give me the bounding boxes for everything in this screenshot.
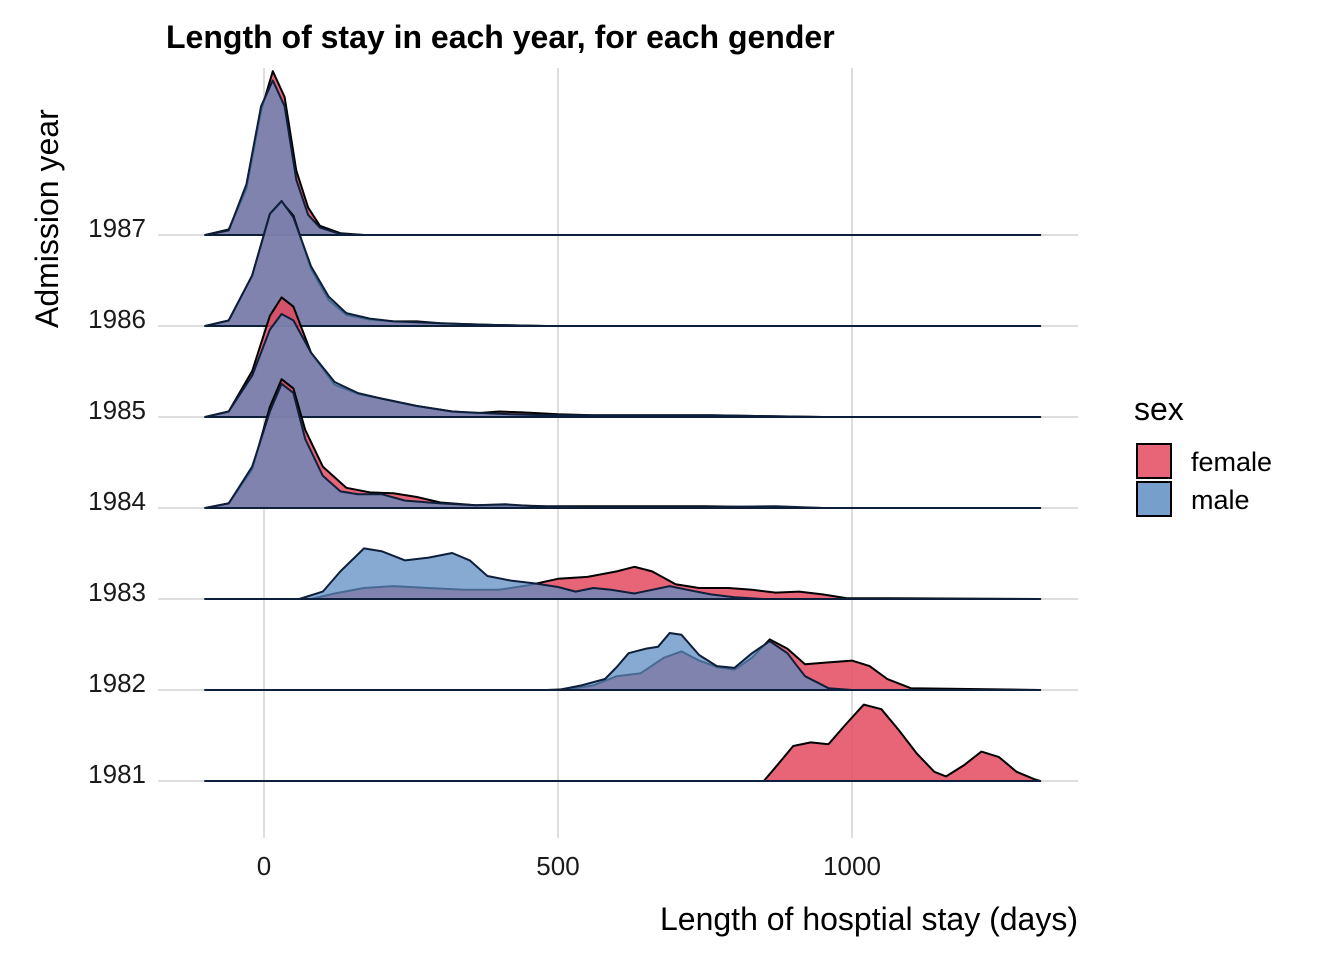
ridge-1984 (204, 378, 1042, 509)
ridge-1983 (204, 547, 1042, 600)
x-tick-labels: 0 500 1000 (257, 851, 881, 881)
ridge-1987 (204, 70, 1042, 236)
y-axis-label: Admission year (29, 109, 65, 328)
y-tick-labels: 1981 1982 1983 1984 1985 1986 1987 (88, 213, 146, 789)
density-male-1982 (204, 632, 1042, 691)
chart-title: Length of stay in each year, for each ge… (166, 19, 835, 55)
ridge-1981 (204, 703, 1042, 782)
density-male-1987 (204, 79, 1042, 236)
x-tick-label: 0 (257, 851, 271, 881)
ridge-1986 (204, 199, 1042, 327)
ridge-1982 (204, 632, 1042, 691)
density-male-1983 (204, 547, 1042, 600)
y-tick-label: 1984 (88, 486, 146, 516)
y-tick-label: 1987 (88, 213, 146, 243)
x-tick-label: 1000 (823, 851, 881, 881)
y-tick-label: 1983 (88, 577, 146, 607)
legend-label-female: female (1191, 447, 1272, 477)
legend: sex female male (1134, 391, 1272, 517)
legend-swatch-female (1136, 443, 1172, 479)
density-female-1987 (204, 70, 1042, 236)
y-tick-label: 1982 (88, 668, 146, 698)
legend-title: sex (1134, 391, 1184, 427)
density-male-1985 (204, 313, 1042, 418)
x-axis-label: Length of hosptial stay (days) (660, 901, 1078, 937)
ridges (204, 70, 1042, 782)
y-tick-label: 1986 (88, 304, 146, 334)
x-tick-label: 500 (536, 851, 579, 881)
density-male-1984 (204, 382, 1042, 509)
y-tick-label: 1985 (88, 395, 146, 425)
density-female-1981 (204, 703, 1042, 782)
legend-swatch-male (1136, 481, 1172, 517)
legend-label-male: male (1191, 485, 1250, 515)
y-tick-label: 1981 (88, 759, 146, 789)
density-male-1986 (204, 199, 1042, 327)
